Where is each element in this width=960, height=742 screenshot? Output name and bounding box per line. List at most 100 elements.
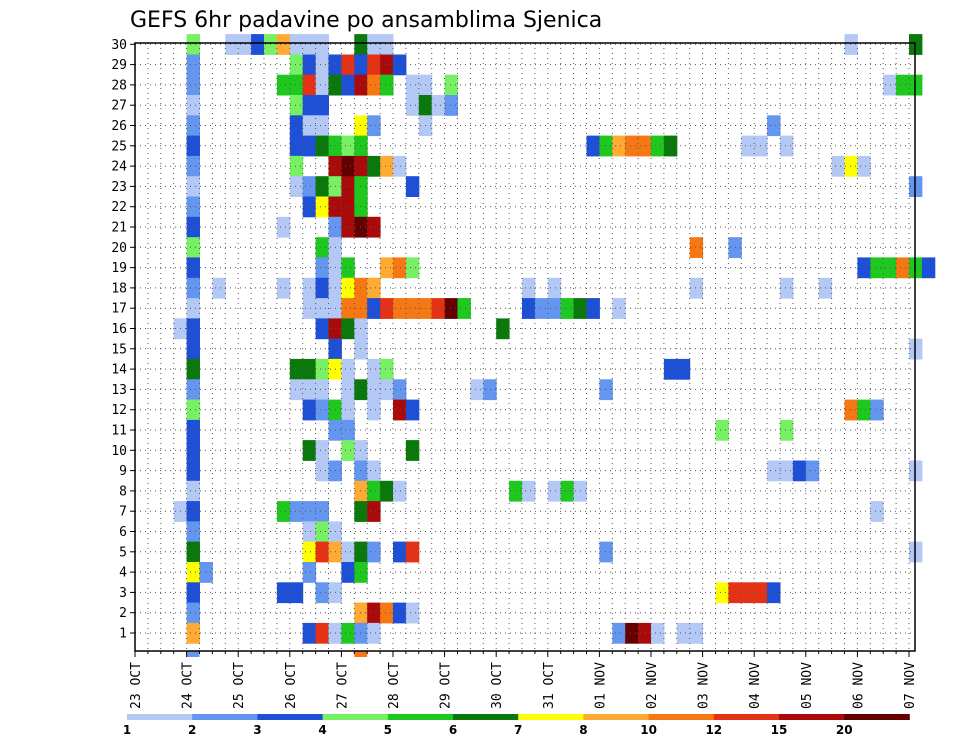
- cell-member-28: [367, 74, 381, 96]
- cell-member-25: [638, 135, 652, 157]
- y-tick-label: 22: [111, 200, 127, 215]
- cell-member-17: [302, 298, 317, 319]
- cell-member-25: [625, 135, 639, 157]
- cell-member-17: [186, 298, 200, 319]
- cell-member-8: [380, 480, 394, 502]
- cell-member-17: [367, 298, 381, 319]
- cell-member-16: [341, 318, 355, 340]
- plot-frame: [134, 42, 916, 652]
- cell-member-28: [896, 74, 910, 96]
- y-tick-label: 29: [111, 58, 127, 73]
- cell-member-28: [341, 74, 355, 96]
- colorbar-swatch: [322, 714, 389, 720]
- cell-member-24: [367, 155, 381, 177]
- cell-member-3: [276, 582, 291, 604]
- cell-member-27: [302, 95, 317, 116]
- cell-member-30: [315, 34, 329, 55]
- cell-member-13: [315, 379, 329, 401]
- cell-member-5: [393, 541, 407, 563]
- cell-member-5: [341, 541, 355, 563]
- cell-member-28: [289, 74, 304, 96]
- edge-cell: [186, 651, 200, 657]
- cell-member-25: [741, 135, 755, 157]
- cell-member-18: [689, 277, 704, 299]
- cell-member-13: [302, 379, 317, 401]
- y-tick-label: 19: [111, 261, 127, 276]
- cell-member-14: [676, 358, 691, 380]
- data-cells: [173, 34, 936, 657]
- cell-member-25: [186, 135, 200, 157]
- colorbar-swatch: [779, 714, 845, 720]
- x-axis: 23 OCT 24 OCT 25 OCT 26 OCT 27 OCT 28 OCT 29 O…: [129, 651, 918, 709]
- cell-member-18: [341, 277, 355, 299]
- cell-member-21: [186, 216, 200, 238]
- cell-member-7: [367, 501, 381, 522]
- cell-member-26: [315, 115, 329, 137]
- x-tick-label: 02 NOV: [645, 662, 660, 709]
- gridlines: [134, 43, 915, 651]
- cell-member-4: [302, 562, 317, 583]
- cell-member-6: [302, 521, 317, 543]
- cell-member-26: [289, 115, 304, 137]
- cell-member-25: [599, 135, 613, 157]
- colorbar-label: 12: [705, 723, 722, 737]
- cell-member-22: [315, 196, 329, 218]
- colorbar-label: 4: [318, 723, 326, 737]
- cell-member-17: [444, 298, 458, 319]
- cell-member-17: [431, 298, 446, 319]
- cell-member-3: [741, 582, 755, 604]
- y-tick-label: 16: [111, 322, 127, 337]
- cell-member-18: [522, 277, 536, 299]
- cell-member-27: [315, 95, 329, 116]
- cell-member-27: [405, 95, 420, 116]
- cell-member-17: [405, 298, 420, 319]
- y-tick-label: 8: [119, 484, 127, 499]
- cell-member-9: [315, 460, 329, 482]
- cell-member-23: [302, 176, 317, 197]
- cell-member-17: [612, 298, 626, 319]
- cell-member-20: [186, 237, 200, 258]
- cell-member-14: [186, 358, 200, 380]
- y-tick-label: 7: [119, 505, 127, 520]
- cell-member-1: [302, 622, 317, 644]
- cell-member-18: [367, 277, 381, 299]
- cell-member-9: [792, 460, 807, 482]
- cell-member-8: [547, 480, 562, 502]
- cell-member-24: [393, 155, 407, 177]
- cell-member-1: [315, 622, 329, 644]
- colorbar: 1 2 3 4 5 6 7 8 10 12 15 20: [123, 714, 910, 737]
- cell-member-19: [896, 257, 910, 279]
- cell-member-29: [367, 54, 381, 76]
- cell-member-13: [289, 379, 304, 401]
- cell-member-19: [405, 257, 420, 279]
- cell-member-19: [315, 257, 329, 279]
- cell-member-25: [315, 135, 329, 157]
- x-tick-label: 28 OCT: [387, 662, 402, 709]
- cell-member-8: [522, 480, 536, 502]
- cell-member-9: [767, 460, 781, 482]
- cell-member-7: [186, 501, 200, 522]
- cell-member-25: [612, 135, 626, 157]
- cell-member-2: [367, 602, 381, 624]
- y-tick-label: 25: [111, 139, 127, 154]
- cell-member-30: [251, 34, 265, 55]
- cell-member-20: [315, 237, 329, 258]
- cell-member-18: [315, 277, 329, 299]
- cell-member-12: [870, 399, 884, 421]
- cell-member-24: [380, 155, 394, 177]
- cell-member-26: [767, 115, 781, 137]
- cell-member-30: [844, 34, 858, 55]
- cell-member-7: [289, 501, 304, 522]
- cell-member-7: [315, 501, 329, 522]
- cell-member-30: [367, 34, 381, 55]
- cell-member-7: [870, 501, 884, 522]
- cell-member-25: [302, 135, 317, 157]
- y-tick-label: 30: [111, 38, 127, 53]
- cell-member-20: [689, 237, 704, 258]
- cell-member-4: [341, 562, 355, 583]
- cell-member-10: [302, 440, 317, 461]
- y-tick-label: 9: [119, 464, 127, 479]
- cell-member-21: [276, 216, 291, 238]
- cell-member-25: [586, 135, 600, 157]
